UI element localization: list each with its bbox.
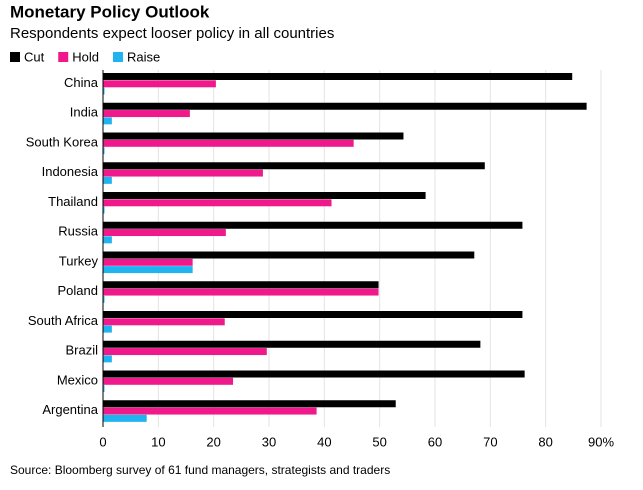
- bar: [103, 117, 112, 125]
- bar: [103, 318, 225, 326]
- bar: [103, 355, 112, 363]
- bar: [103, 132, 404, 140]
- legend-swatch: [112, 52, 123, 62]
- bar: [103, 139, 354, 147]
- y-tick-label: South Africa: [28, 313, 99, 328]
- bar: [103, 229, 226, 237]
- x-tick-label: 20: [206, 434, 220, 449]
- bar: [103, 311, 523, 318]
- bar: [103, 325, 112, 333]
- bar: [103, 407, 317, 415]
- x-tick-label: 90%: [588, 434, 614, 449]
- bar: [103, 73, 573, 80]
- bar: [103, 281, 379, 289]
- source: Source: Bloomberg survey of 61 fund mana…: [10, 463, 390, 477]
- bar: [103, 295, 105, 303]
- y-tick-label: South Korea: [26, 134, 99, 149]
- bar: [103, 110, 190, 118]
- legend-label: Raise: [127, 49, 160, 64]
- x-tick-label: 50: [372, 434, 386, 449]
- bar: [103, 288, 379, 296]
- y-tick-label: China: [64, 75, 99, 90]
- y-tick-label: Argentina: [42, 402, 98, 417]
- y-tick-label: Brazil: [65, 343, 98, 358]
- y-tick-label: Indonesia: [42, 164, 99, 179]
- x-tick-label: 30: [262, 434, 276, 449]
- bar: [103, 199, 332, 207]
- x-tick-label: 40: [317, 434, 331, 449]
- bar: [103, 377, 234, 385]
- y-tick-label: Russia: [58, 224, 99, 239]
- legend-swatch: [10, 52, 20, 62]
- bar: [103, 414, 147, 422]
- y-tick-label: Turkey: [59, 253, 99, 268]
- bar: [103, 192, 426, 199]
- y-tick-label: Mexico: [57, 372, 98, 387]
- chart-subtitle: Respondents expect looser policy in all …: [10, 25, 334, 42]
- x-tick-label: 10: [151, 434, 165, 449]
- x-tick-label: 80: [538, 434, 552, 449]
- legend-swatch: [58, 52, 69, 62]
- bar: [103, 340, 481, 348]
- bar: [103, 206, 105, 214]
- bar: [103, 80, 216, 88]
- bar: [103, 221, 523, 229]
- bar: [103, 251, 475, 259]
- bar: [103, 400, 396, 408]
- bar: [103, 176, 112, 184]
- x-tick-label: 60: [428, 434, 442, 449]
- x-tick-label: 70: [483, 434, 497, 449]
- bar: [103, 266, 193, 274]
- y-tick-label: India: [70, 105, 99, 120]
- legend-label: Hold: [72, 49, 99, 64]
- bar: [103, 162, 485, 170]
- bar: [103, 87, 105, 95]
- y-tick-label: Thailand: [48, 194, 98, 209]
- bar: [103, 147, 105, 155]
- bar: [103, 236, 112, 244]
- bar: [103, 258, 193, 266]
- bar: [103, 102, 587, 110]
- legend-label: Cut: [24, 49, 45, 64]
- bar: [103, 169, 263, 177]
- bar: [103, 385, 105, 393]
- bar: [103, 370, 525, 378]
- x-tick-label: 0: [99, 434, 106, 449]
- bar: [103, 348, 267, 356]
- chart-title: Monetary Policy Outlook: [10, 2, 210, 21]
- y-tick-label: Poland: [58, 283, 98, 298]
